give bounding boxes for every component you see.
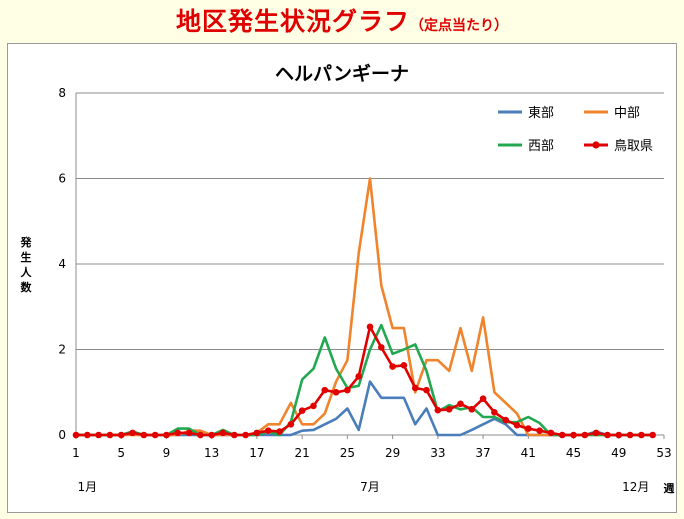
chart-panel: ヘルパンギーナ 0 2 4 6 8 1 5 9 13 17 21 25 29 33 37 41 45 49 53 1月 7… xyxy=(7,43,677,513)
data-point xyxy=(151,431,159,439)
data-point xyxy=(536,427,543,435)
data-point xyxy=(615,431,623,439)
series-line-鳥取県 xyxy=(74,325,655,437)
page-title: 地区発生状況グラフ（定点当たり） xyxy=(0,2,684,38)
data-point xyxy=(140,431,148,439)
data-point xyxy=(491,409,498,416)
data-point xyxy=(208,431,215,439)
data-point xyxy=(626,431,634,439)
data-point xyxy=(321,386,329,394)
data-point xyxy=(479,395,487,402)
data-point xyxy=(117,431,125,439)
data-point xyxy=(344,386,351,394)
legend-label: 中部 xyxy=(614,106,640,121)
data-point xyxy=(287,421,295,428)
data-point xyxy=(253,429,261,437)
data-point xyxy=(276,428,283,435)
x-tick-label: 5 xyxy=(117,446,125,460)
y-tick-label: 8 xyxy=(58,86,66,100)
x-month-label: 7月 xyxy=(360,480,380,494)
data-point xyxy=(423,386,430,394)
y-tick-label: 2 xyxy=(58,343,66,357)
data-point xyxy=(513,421,521,429)
page-title-main: 地区発生状況グラフ xyxy=(175,7,410,36)
data-point xyxy=(525,425,532,432)
series-line-東部 xyxy=(74,380,655,437)
x-tick-label: 25 xyxy=(340,446,355,460)
y-axis-label: 発生人数 xyxy=(20,235,33,294)
data-point xyxy=(581,431,589,439)
data-point xyxy=(310,402,317,410)
line-chart: ヘルパンギーナ 0 2 4 6 8 1 5 9 13 17 21 25 29 33 37 41 45 49 53 1月 7… xyxy=(20,63,675,495)
data-point xyxy=(366,323,374,331)
data-point xyxy=(468,406,476,413)
data-point xyxy=(604,431,611,439)
data-point xyxy=(106,431,114,439)
y-tick-label: 4 xyxy=(58,257,66,271)
x-tick-label: 41 xyxy=(521,446,536,460)
data-point xyxy=(547,429,555,437)
data-point xyxy=(411,384,419,392)
x-tick-label: 9 xyxy=(163,446,171,460)
page-title-sub: （定点当たり） xyxy=(410,18,508,34)
legend-label: 西部 xyxy=(528,139,554,154)
series-line-西部 xyxy=(74,323,655,437)
x-tick-label: 29 xyxy=(385,446,400,460)
data-point xyxy=(197,431,204,439)
data-point xyxy=(84,431,91,439)
data-point xyxy=(95,431,102,439)
x-month-label: 1月 xyxy=(77,480,97,494)
y-tick-label: 6 xyxy=(58,172,66,186)
data-point xyxy=(298,407,306,414)
data-point xyxy=(129,429,136,437)
data-point xyxy=(445,406,453,413)
data-point xyxy=(174,429,182,437)
data-point xyxy=(185,429,193,437)
legend-label: 鳥取県 xyxy=(614,139,653,154)
legend-label: 東部 xyxy=(528,105,554,121)
data-point xyxy=(502,416,509,424)
x-tick-label: 33 xyxy=(430,446,445,460)
series-line-中部 xyxy=(74,177,655,437)
data-point xyxy=(231,431,238,439)
data-point xyxy=(355,373,362,380)
data-point xyxy=(638,431,645,439)
chart-title: ヘルパンギーナ xyxy=(275,63,409,85)
data-point xyxy=(457,400,464,408)
y-tick-label: 0 xyxy=(58,428,66,442)
data-point xyxy=(649,431,656,439)
legend-marker xyxy=(592,141,600,149)
data-point xyxy=(163,431,170,439)
data-point xyxy=(72,431,80,439)
data-point xyxy=(558,431,566,439)
x-tick-label: 37 xyxy=(475,446,490,460)
data-point xyxy=(434,406,442,414)
x-tick-label: 53 xyxy=(656,446,671,460)
x-tick-label: 13 xyxy=(204,446,219,460)
data-point xyxy=(389,363,396,370)
x-tick-label: 49 xyxy=(611,446,626,460)
data-point xyxy=(570,431,577,439)
data-point xyxy=(332,388,340,396)
x-month-label: 12月 xyxy=(622,480,649,494)
x-tick-label: 17 xyxy=(249,446,264,460)
data-point xyxy=(219,429,227,437)
data-point xyxy=(264,427,272,435)
data-point xyxy=(400,362,408,369)
x-tick-label: 1 xyxy=(72,446,80,460)
x-tick-label: 45 xyxy=(566,446,581,460)
x-tick-label: 21 xyxy=(295,446,310,460)
data-point xyxy=(592,429,600,437)
x-unit-label: 週 xyxy=(664,481,675,495)
data-point xyxy=(378,344,385,351)
data-point xyxy=(242,431,249,439)
